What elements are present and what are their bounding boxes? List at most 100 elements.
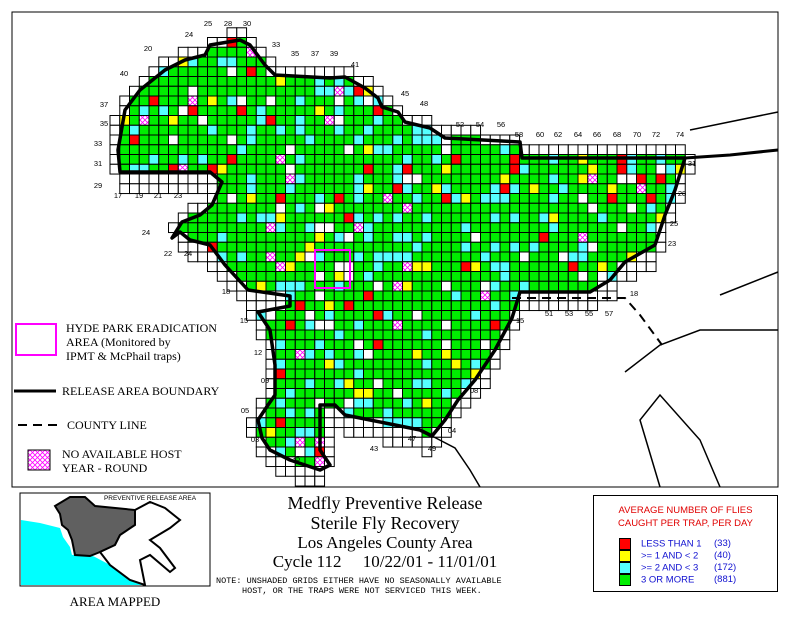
grid-cell [431,193,443,204]
grid-cell [187,105,199,117]
grid-cell [558,222,569,234]
grid-cell [187,144,199,156]
grid-cell [353,261,365,273]
map-area: Los Angeles County Area [297,533,473,552]
grid-cell [548,261,560,273]
grid-cell [480,232,491,243]
grid-cell [421,319,433,331]
grid-cell [285,144,296,156]
grid-cell [285,222,296,234]
grid-cell [538,222,550,234]
grid-cell [324,105,335,117]
grid-cell [441,300,452,312]
grid-cell [499,144,511,156]
grid-cell [558,280,569,292]
grid-cell [499,271,511,282]
grid-cell [343,124,355,136]
grid-cell [324,417,335,429]
grid-cell [265,261,277,273]
grid-cell [509,271,521,282]
grid-cell [411,300,423,312]
grid-cell [294,329,306,341]
grid-cell [411,290,423,302]
grid-cell [275,115,287,126]
grid-cell [626,183,638,195]
grid-cell [324,134,335,146]
grid-cell [372,329,384,341]
grid-cell [499,183,511,195]
grid-cell [421,261,433,273]
grid-cell [177,95,189,107]
grid-cell [548,212,560,224]
grid-cell [392,319,404,331]
grid-cell [236,144,248,156]
grid-cell [333,173,345,185]
grid-cell [285,436,296,448]
grid-cell [314,456,326,468]
grid-cell [187,222,199,234]
grid-cell [382,124,394,136]
grid-cell [402,358,413,370]
grid-labels: 25 28 30 24 20 33 35 37 39 41 40 45 48 37 35 33 31 29 17 19… [94,19,696,463]
grid-cell [333,358,345,370]
grid-cell [567,261,579,273]
grid-cell [411,349,423,360]
grid-cell [411,241,423,253]
grid-cell [558,144,569,156]
grid-cell [148,95,160,107]
grid-cell [304,329,316,341]
grid-cell [392,388,404,399]
grid-cell [343,202,355,214]
grid-label: 31 [688,159,696,168]
grid-cell [187,202,199,214]
grid-cell [470,232,482,243]
grid-cell [333,66,345,78]
grid-cell [246,183,257,195]
grid-label: 29 [94,181,102,190]
grid-cell [372,163,384,175]
grid-cell [431,378,443,390]
grid-cell [226,105,238,117]
grid-cell [431,329,443,341]
grid-cell [324,271,335,282]
grid-cell [216,46,228,58]
grid-cell [285,466,296,477]
grid-cell [304,368,316,380]
grid-cell [460,310,472,321]
grid-cell [226,134,238,146]
grid-cell [528,144,540,156]
grid-cell [567,202,579,214]
grid-cell [548,163,560,175]
grid-cell [324,310,335,321]
grid-cell [363,427,374,438]
grid-cell [187,95,199,107]
grid-cell [207,115,218,126]
grid-cell [363,144,374,156]
grid-cell [314,124,326,136]
grid-cell [480,222,491,234]
grid-cell [255,76,267,87]
grid-cell [324,358,335,370]
grid-cell [421,241,433,253]
grid-cell [314,388,326,399]
grid-cell [626,261,638,273]
grid-cell [528,232,540,243]
grid-label: 52 [456,120,464,129]
grid-label: 21 [154,191,162,200]
grid-cell [304,339,316,351]
grid-cell [197,85,209,97]
grid-cell [275,222,287,234]
grid-cell [519,251,530,263]
grid-cell [382,222,394,234]
grid-cell [353,144,365,156]
grid-cell [275,163,287,175]
grid-cell [460,232,472,243]
grid-cell [441,212,452,224]
grid-cell [577,280,589,292]
grid-cell [216,105,228,117]
grid-cell [441,397,452,409]
grid-cell [411,193,423,204]
grid-cell [431,358,443,370]
grid-cell [324,183,335,195]
grid-label: 31 [94,159,102,168]
